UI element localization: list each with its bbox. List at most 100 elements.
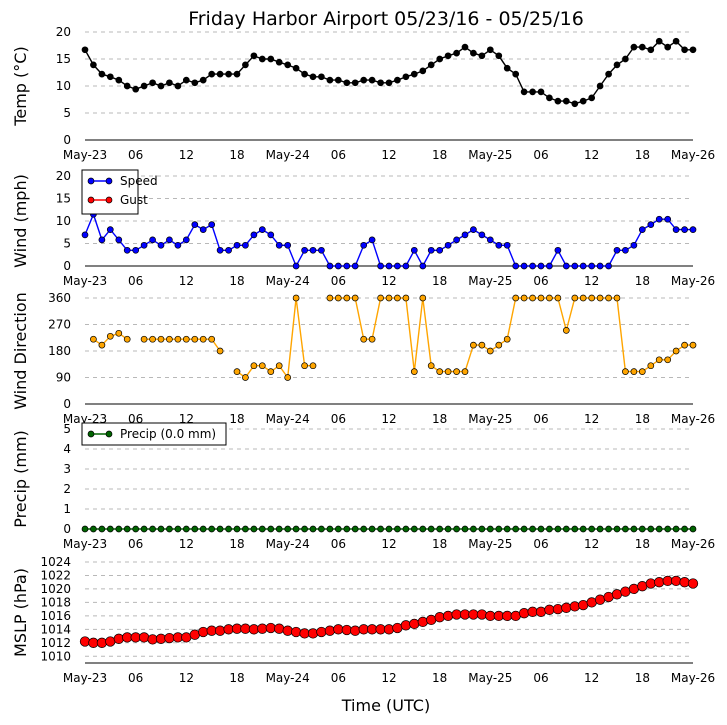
x-tick-label: 06 xyxy=(128,537,143,551)
x-tick-label: 12 xyxy=(179,671,194,685)
data-point-temp xyxy=(410,70,418,78)
legend-label: Speed xyxy=(120,174,158,188)
data-point-precip xyxy=(182,525,190,533)
data-point-wdir xyxy=(537,294,545,302)
data-point-mslp xyxy=(442,610,454,622)
data-point-wdir xyxy=(360,335,368,343)
data-point-precip xyxy=(360,525,368,533)
data-point-precip xyxy=(351,525,359,533)
data-point-wind xyxy=(571,262,579,270)
data-point-wdir xyxy=(385,294,393,302)
panel-temp: 0 5 10 15 20 May-23 06 12 18 May-24 06 12 18 May-25 06… xyxy=(11,25,715,162)
data-point-wind xyxy=(132,246,140,254)
chart-title: Friday Harbor Airport 05/23/16 - 05/25/1… xyxy=(188,8,584,30)
data-point-wdir xyxy=(436,368,444,375)
data-point-mslp xyxy=(400,620,412,631)
data-point-precip xyxy=(486,525,494,533)
data-point-precip xyxy=(309,525,317,533)
y-tick-label: 5 xyxy=(63,237,71,251)
data-point-wdir xyxy=(605,294,612,302)
data-point-temp xyxy=(309,73,317,81)
data-point-mslp xyxy=(307,628,319,639)
data-point-wind xyxy=(444,241,452,249)
data-point-precip xyxy=(81,525,89,533)
data-point-temp xyxy=(453,49,460,57)
data-point-precip xyxy=(140,525,148,533)
data-point-wind xyxy=(554,246,562,254)
data-point-wind xyxy=(182,236,190,244)
y-tick-label: 20 xyxy=(56,25,71,39)
x-tick-label: 18 xyxy=(432,148,447,162)
x-tick-label: May-25 xyxy=(468,148,512,162)
data-point-wind xyxy=(512,262,520,270)
y-tick-label: 10 xyxy=(56,79,71,93)
data-point-wdir xyxy=(647,362,655,370)
x-tick-label: 18 xyxy=(432,274,447,288)
data-point-temp xyxy=(284,61,292,69)
panel-wind: 0 5 10 15 20 May-23 06 12 18 May-24 06 12 18 May-25 06… xyxy=(11,169,715,288)
data-point-wind xyxy=(140,241,148,249)
y-axis-label-temp: Temp (°C) xyxy=(11,46,30,126)
data-point-wdir xyxy=(410,368,418,375)
data-point-wind xyxy=(242,241,249,249)
data-point-precip xyxy=(605,525,612,533)
data-point-wdir xyxy=(588,294,596,302)
x-tick-label: 12 xyxy=(179,148,194,162)
data-point-wind xyxy=(664,215,672,223)
data-point-precip xyxy=(529,525,536,533)
data-point-precip xyxy=(208,525,216,533)
data-point-mslp xyxy=(350,625,361,636)
data-point-wind xyxy=(689,226,697,233)
data-point-wind xyxy=(199,226,207,233)
data-point-wdir xyxy=(182,335,190,343)
data-point-wind xyxy=(419,262,427,270)
data-point-mslp xyxy=(434,612,445,623)
data-point-precip xyxy=(461,525,469,533)
data-point-temp xyxy=(588,94,596,102)
data-point-temp xyxy=(199,76,207,84)
data-point-temp xyxy=(402,73,410,81)
data-point-temp xyxy=(98,70,106,78)
data-point-temp xyxy=(503,64,511,72)
y-tick-label: 1010 xyxy=(40,649,71,663)
data-point-wdir xyxy=(343,294,351,302)
data-point-precip xyxy=(377,525,384,533)
series-line-wdir xyxy=(329,297,693,373)
data-point-mslp xyxy=(96,637,108,648)
data-point-wind xyxy=(166,236,173,244)
data-point-wdir xyxy=(157,335,165,343)
data-point-mslp xyxy=(654,577,665,588)
x-tick-label: May-24 xyxy=(266,412,310,426)
x-tick-label: May-25 xyxy=(468,537,512,551)
data-point-temp xyxy=(267,55,275,63)
data-point-wdir xyxy=(301,362,308,370)
data-point-wdir xyxy=(444,368,452,375)
data-point-wdir xyxy=(562,327,570,334)
data-point-wind xyxy=(520,262,528,270)
data-point-wind xyxy=(638,226,646,233)
data-point-wdir xyxy=(98,341,106,349)
data-point-wdir xyxy=(216,347,224,355)
x-tick-label: May-23 xyxy=(63,274,107,288)
data-point-mslp xyxy=(535,606,547,617)
data-point-precip xyxy=(90,525,97,533)
data-point-wind xyxy=(208,221,216,228)
data-point-temp xyxy=(605,70,612,78)
data-point-temp xyxy=(368,76,376,84)
y-tick-label: 180 xyxy=(48,344,71,358)
data-point-precip xyxy=(199,525,207,533)
data-point-temp xyxy=(216,70,224,78)
x-tick-label: May-23 xyxy=(63,671,107,685)
data-point-wind xyxy=(537,262,545,270)
data-point-wdir xyxy=(292,294,300,302)
data-point-precip xyxy=(284,525,292,533)
data-point-precip xyxy=(233,525,241,533)
data-point-mslp xyxy=(392,622,403,634)
data-point-temp xyxy=(140,82,148,90)
data-point-mslp xyxy=(426,614,437,626)
x-tick-label: 18 xyxy=(635,412,650,426)
data-point-temp xyxy=(115,76,123,84)
data-point-temp xyxy=(622,55,629,63)
